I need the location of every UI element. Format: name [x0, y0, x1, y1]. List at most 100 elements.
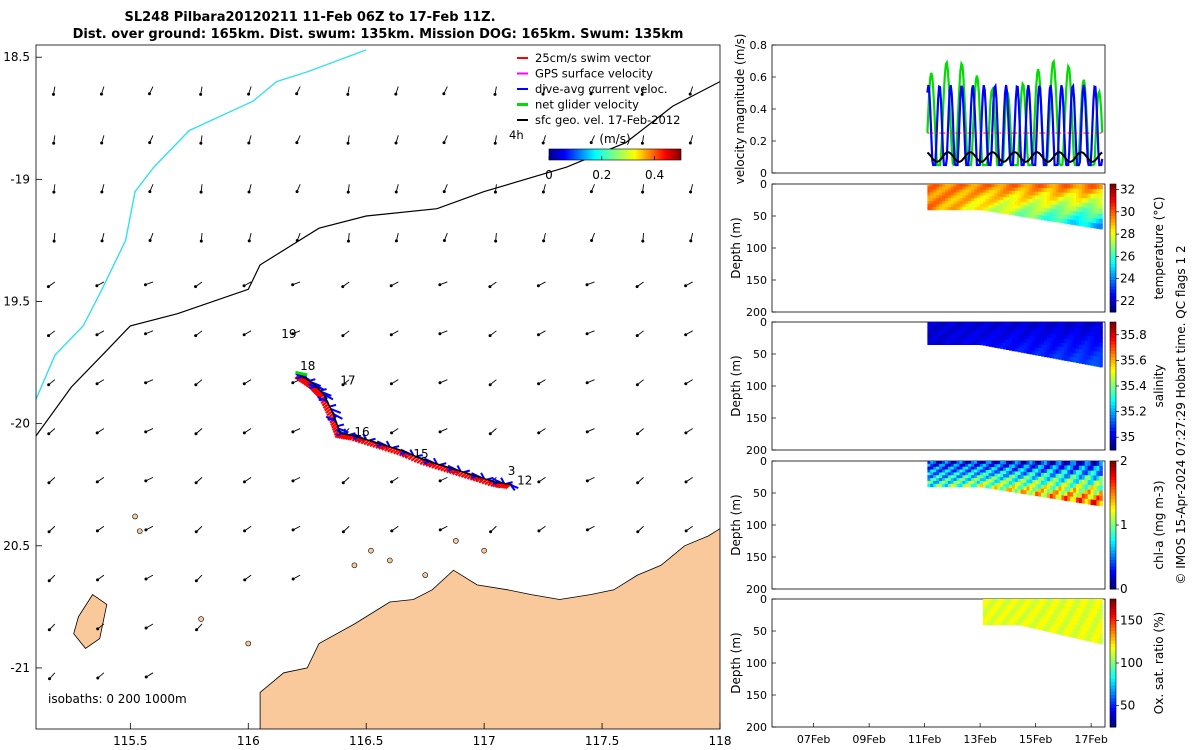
heatmap-cell-temp — [1023, 187, 1028, 192]
heatmap-cell-ox — [1006, 616, 1010, 620]
heatmap-cell-ox — [1064, 603, 1067, 608]
heatmap-cell-sal — [1061, 347, 1065, 352]
arrow-head — [291, 430, 295, 434]
heatmap-cell-temp — [1049, 196, 1054, 201]
heatmap-cell-ox — [998, 621, 1002, 626]
heatmap-cell-sal — [939, 332, 943, 336]
heatmap-cell-sal — [1073, 335, 1077, 341]
heatmap-cell-ox — [1086, 599, 1089, 605]
heatmap-cell-chl — [950, 480, 955, 485]
heatmap-cell-ox — [1064, 611, 1067, 616]
heatmap-cell-temp — [1070, 192, 1074, 198]
dive-avg-current-vector — [319, 388, 327, 392]
heatmap-cell-temp — [1009, 197, 1013, 202]
heatmap-cell-sal — [991, 341, 995, 345]
heatmap-cell-chl — [1081, 479, 1086, 485]
heatmap-cell-temp — [944, 186, 949, 191]
heatmap-cell-temp — [1043, 184, 1048, 189]
heatmap-cell-temp — [1081, 193, 1086, 199]
heatmap-cell-ox — [1036, 612, 1040, 617]
heatmap-cell-ox — [1002, 601, 1006, 606]
heatmap-cell-ox — [1028, 608, 1032, 613]
colorbar-segment-sal — [1110, 334, 1116, 339]
dive-avg-current-vector — [480, 472, 486, 480]
heatmap-cell-temp — [956, 201, 960, 205]
heatmap-cell-ox — [1026, 614, 1030, 618]
heatmap-cell-sal — [933, 334, 937, 338]
heatmap-cell-sal — [1052, 322, 1057, 327]
heatmap-cell-chl — [927, 469, 931, 473]
heatmap-cell-temp — [1073, 206, 1077, 212]
heatmap-cell-temp — [1076, 188, 1080, 194]
heatmap-cell-sal — [971, 332, 975, 336]
heatmap-cell-chl — [1023, 461, 1028, 466]
arrow-head — [488, 285, 492, 289]
swim-vector — [299, 377, 307, 384]
map-title-line2: Dist. over ground: 165km. Dist. swum: 13… — [73, 27, 684, 42]
heatmap-cell-sal — [1093, 356, 1097, 362]
heatmap-cell-chl — [1009, 467, 1013, 472]
arrow-head — [194, 334, 198, 338]
heatmap-cell-chl — [1064, 487, 1068, 493]
heatmap-cell-temp — [1000, 200, 1004, 204]
arrow-head — [346, 190, 350, 194]
heatmap-cell-sal — [950, 339, 955, 343]
heatmap-cell-ox — [1002, 621, 1006, 626]
colorbar-segment-sal — [1110, 392, 1116, 397]
heatmap-cell-sal — [1003, 342, 1007, 347]
heatmap-cell-sal — [1043, 337, 1048, 342]
heatmap-cell-chl — [1000, 464, 1004, 468]
heatmap-cell-chl — [1014, 464, 1019, 469]
heatmap-cell-temp — [974, 195, 978, 199]
heatmap-cell-sal — [1049, 337, 1054, 343]
heatmap-cell-sal — [1014, 322, 1019, 326]
arrow-head — [389, 333, 393, 337]
heatmap-cell-sal — [994, 338, 998, 343]
heatmap-cell-temp — [974, 201, 978, 205]
heatmap-cell-sal — [942, 332, 946, 336]
heatmap-cell-ox — [1070, 624, 1073, 629]
heatmap-cell-chl — [1081, 470, 1086, 476]
heatmap-cell-ox — [1008, 613, 1012, 617]
heatmap-cell-ox — [1028, 617, 1032, 622]
heatmap-cell-temp — [1070, 188, 1074, 194]
heatmap-cell-temp — [942, 192, 946, 196]
arrow-head — [247, 141, 251, 145]
heatmap-cell-chl — [971, 478, 975, 482]
heatmap-cell-ox — [1016, 618, 1020, 623]
heatmap-cell-sal — [927, 334, 931, 338]
heatmap-cell-ox — [1072, 607, 1075, 613]
heatmap-cell-chl — [994, 479, 998, 484]
heatmap-cell-temp — [1035, 207, 1039, 212]
heatmap-cell-chl — [1043, 473, 1048, 478]
heatmap-cell-sal — [927, 324, 931, 328]
heatmap-cell-sal — [982, 334, 987, 338]
heatmap-cell-chl — [1093, 465, 1097, 472]
heatmap-cell-chl — [1067, 465, 1071, 471]
heatmap-cell-chl — [933, 463, 937, 468]
heatmap-cell-temp — [939, 206, 943, 211]
swim-vector — [354, 436, 361, 443]
heatmap-cell-sal — [936, 339, 940, 343]
heatmap-cell-temp — [944, 198, 949, 202]
heatmap-cell-temp — [1061, 214, 1065, 219]
arrow-head — [295, 92, 299, 96]
heatmap-cell-ox — [1042, 616, 1046, 621]
swim-vector — [369, 441, 376, 448]
heatmap-cell-ox — [1096, 618, 1099, 624]
heatmap-cell-chl — [1064, 461, 1068, 466]
heatmap-cell-chl — [939, 472, 943, 476]
heatmap-cell-ox — [1030, 599, 1034, 603]
heatmap-cell-sal — [1087, 345, 1092, 351]
heatmap-cell-chl — [1003, 483, 1007, 488]
heatmap-cell-chl — [1061, 486, 1065, 492]
heatmap-cell-temp — [1067, 201, 1071, 207]
arrow-head — [589, 141, 593, 145]
heatmap-cell-ox — [1010, 618, 1014, 623]
swim-vector — [346, 434, 354, 441]
colorbar-segment-temp — [1110, 235, 1116, 239]
heatmap-cell-ox — [1032, 599, 1036, 603]
arrow-head — [295, 141, 299, 145]
heatmap-cell-ox — [1048, 617, 1052, 622]
heatmap-cell-temp — [1049, 184, 1054, 189]
